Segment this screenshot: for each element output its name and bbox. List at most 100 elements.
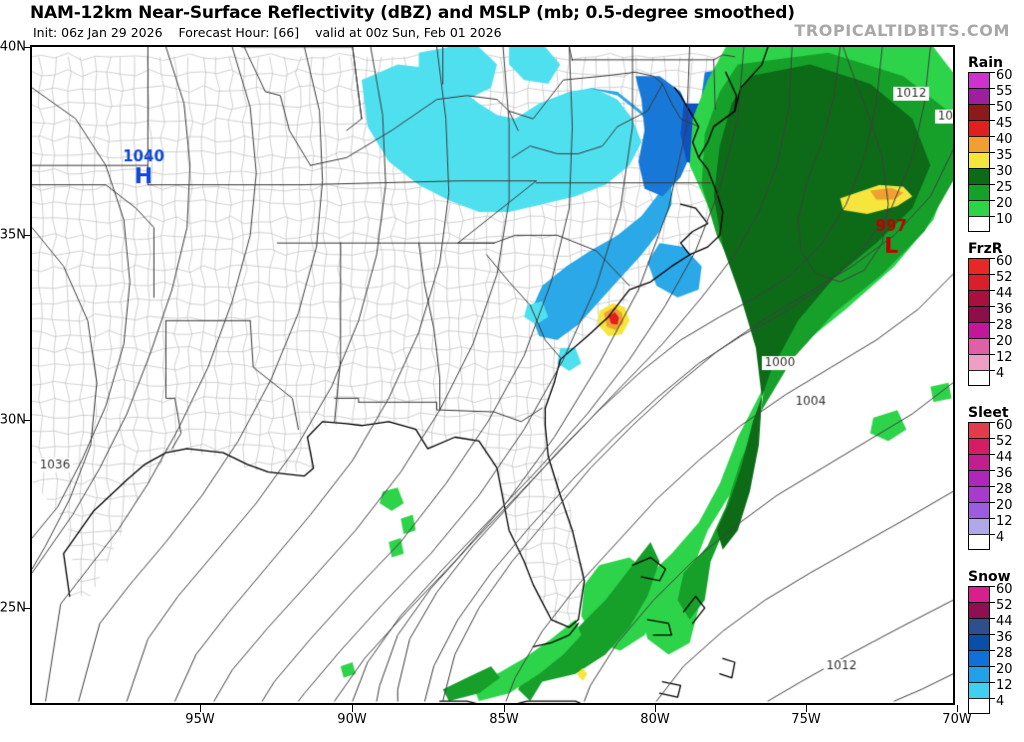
legend-group-frzr: FrzR 60 52 44 36 28 20 12 4	[966, 241, 1024, 386]
page-title: NAM-12km Near-Surface Reflectivity (dBZ)…	[30, 3, 795, 23]
legend-entry: 60	[966, 68, 1024, 88]
legend-entry: 10	[966, 212, 1024, 232]
legend-tick	[990, 534, 995, 535]
lon-tick-mark	[352, 705, 353, 712]
legend-color-swatch	[968, 258, 990, 274]
legend-group-snow: Snow 60 52 44 36 28 20 12 4	[966, 569, 1024, 714]
legend-entry: 12	[966, 678, 1024, 698]
legend-color-swatch	[968, 454, 990, 470]
legend-value-label: 20	[996, 498, 1013, 513]
legend-value-label: 28	[996, 646, 1013, 661]
legend-value-label: 60	[996, 68, 1013, 83]
legend-color-swatch	[968, 518, 990, 534]
lat-tick-mark	[24, 235, 31, 236]
legend-tick	[990, 682, 995, 683]
legend-tick	[990, 438, 995, 439]
lat-tick-label: 35N	[0, 227, 26, 243]
legend-color-swatch	[968, 634, 990, 650]
lat-tick-label: 30N	[0, 412, 26, 428]
legend-entry: 50	[966, 100, 1024, 120]
legend-tick	[990, 88, 995, 89]
legend-color-swatch	[968, 120, 990, 136]
legend-color-swatch	[968, 502, 990, 518]
legend-entry: 12	[966, 350, 1024, 370]
legend-color-swatch	[968, 322, 990, 338]
legend-value-label: 52	[996, 434, 1013, 449]
lon-tick-label: 85W	[489, 712, 519, 727]
legend-tick	[990, 666, 995, 667]
legend-entry: 45	[966, 116, 1024, 136]
legend-entry: 52	[966, 434, 1024, 454]
legend-entry: 20	[966, 334, 1024, 354]
legend-title-frzr: FrzR	[968, 241, 1003, 257]
legend-entry: 36	[966, 466, 1024, 486]
legend-color-swatch	[968, 370, 990, 386]
legend-entry: 36	[966, 630, 1024, 650]
legend-entry: 44	[966, 450, 1024, 470]
valid-time: valid at 00z Sun, Feb 01 2026	[315, 25, 502, 40]
legend-value-label: 55	[996, 84, 1013, 99]
legend-value-label: 44	[996, 614, 1013, 629]
legend-entry: 35	[966, 148, 1024, 168]
legend-value-label: 10	[996, 212, 1013, 227]
legend-tick	[990, 486, 995, 487]
legend-color-swatch	[968, 200, 990, 216]
legend-value-label: 36	[996, 466, 1013, 481]
legend-value-label: 4	[996, 366, 1005, 381]
lat-tick-mark	[24, 608, 31, 609]
legend-color-swatch	[968, 72, 990, 88]
legend-tick	[990, 470, 995, 471]
legend-scale: 60 52 44 36 28 20 12 4	[966, 582, 1024, 714]
legend-entry: 20	[966, 662, 1024, 682]
legend-group-rain: Rain 60 55 50 45 40 35 30 25 20 10	[966, 55, 1024, 232]
legend-value-label: 60	[996, 582, 1013, 597]
legend-value-label: 20	[996, 662, 1013, 677]
legend-entry: 52	[966, 598, 1024, 618]
legend-color-swatch	[968, 470, 990, 486]
legend-entry: 25	[966, 180, 1024, 200]
legend-tick	[990, 274, 995, 275]
legend-color-swatch	[968, 88, 990, 104]
legend-value-label: 36	[996, 630, 1013, 645]
legend-tick	[990, 322, 995, 323]
legend-entry: 28	[966, 482, 1024, 502]
legend-value-label: 12	[996, 678, 1013, 693]
lon-tick-label: 80W	[640, 712, 670, 727]
legend-value-label: 35	[996, 148, 1013, 163]
legend-color-swatch	[968, 698, 990, 714]
legend-color-swatch	[968, 184, 990, 200]
legend-tick	[990, 650, 995, 651]
legend-entry: 4	[966, 366, 1024, 386]
lat-tick-mark	[24, 420, 31, 421]
legend-tick	[990, 338, 995, 339]
legend-color-swatch	[968, 168, 990, 184]
legend-tick	[990, 586, 995, 587]
legend-color-swatch	[968, 602, 990, 618]
lon-tick-mark	[957, 705, 958, 712]
legend-value-label: 36	[996, 302, 1013, 317]
legend-value-label: 60	[996, 418, 1013, 433]
legend-color-swatch	[968, 152, 990, 168]
map-plot-area[interactable]	[30, 45, 955, 705]
legend-entry: 12	[966, 514, 1024, 534]
lat-tick-mark	[24, 47, 31, 48]
legend-entry: 4	[966, 530, 1024, 550]
legend-value-label: 44	[996, 286, 1013, 301]
legend-value-label: 28	[996, 318, 1013, 333]
legend-entry: 40	[966, 132, 1024, 152]
legend-value-label: 4	[996, 530, 1005, 545]
legend-tick	[990, 152, 995, 153]
legend-value-label: 50	[996, 100, 1013, 115]
legend-entry: 20	[966, 498, 1024, 518]
legend-color-swatch	[968, 586, 990, 602]
map-canvas[interactable]	[32, 47, 953, 703]
legend-entry: 4	[966, 694, 1024, 714]
lat-tick-label: 25N	[0, 600, 26, 616]
legend-title-snow: Snow	[968, 569, 1011, 585]
legend-tick	[990, 698, 995, 699]
legend-value-label: 60	[996, 254, 1013, 269]
legend-tick	[990, 370, 995, 371]
legend-value-label: 52	[996, 598, 1013, 613]
legend-tick	[990, 258, 995, 259]
forecast-hour: Forecast Hour: [66]	[178, 25, 300, 40]
